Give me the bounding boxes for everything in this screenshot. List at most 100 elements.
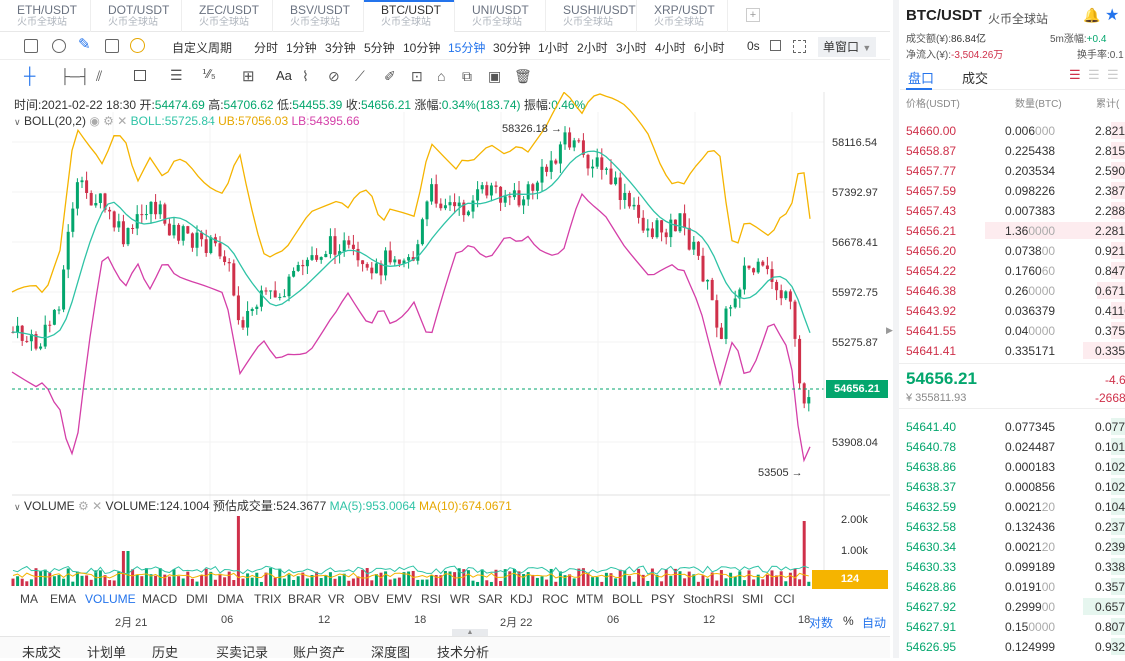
indicator-tab[interactable]: EMA [50,592,77,606]
eraser-icon[interactable]: ✐ [384,68,396,84]
bottom-tab[interactable]: 买卖记录 [216,645,269,660]
indicator-tab[interactable]: MACD [142,592,178,606]
fibonacci-icon[interactable]: ☰ [170,67,183,83]
clock-icon[interactable] [130,38,145,53]
log-scale-toggle[interactable]: 对数 [809,616,834,630]
indicator-tab[interactable]: StochRSI [683,592,734,606]
layout-bids-icon[interactable]: ☰ [1088,67,1100,82]
bottom-tab[interactable]: 历史 [152,645,179,660]
symbol-tab[interactable]: SUSHI/USDT 火币全球站 [546,0,637,32]
collapse-icon[interactable]: ∨ [14,117,21,127]
period-button[interactable]: 分时 [254,41,279,55]
horizontal-line-icon[interactable]: ├─┤ [60,68,90,84]
indicator-tab[interactable]: DMI [186,592,208,606]
book-row[interactable]: 54630.33 0.099189 0.3387 [906,560,1125,576]
book-row[interactable]: 54640.78 0.024487 0.1018 [906,440,1125,456]
collapse-icon[interactable]: ∨ [14,502,21,512]
indicator-tab[interactable]: WR [450,592,470,606]
calendar-icon[interactable] [105,39,119,53]
period-button[interactable]: 15分钟 [448,41,486,55]
indicator-tab[interactable]: MA [20,592,38,606]
period-button[interactable]: 1小时 [538,41,569,55]
indicator-tab[interactable]: TRIX [254,592,282,606]
kline-chart[interactable] [0,92,890,637]
fullscreen-icon[interactable] [793,40,806,53]
symbol-tab[interactable]: ZEC/USDT 火币全球站 [182,0,273,32]
book-row[interactable]: 54632.59 0.002120 0.1049 [906,500,1125,516]
custom-period-button[interactable]: 自定义周期 [172,41,233,55]
bottom-tab[interactable]: 未成交 [22,645,62,660]
pencil-icon[interactable]: ✎ [78,36,91,53]
text-tool[interactable]: Aa [276,68,292,83]
book-row[interactable]: 54643.92 0.036379 0.4116 [906,304,1125,320]
indicator-tab[interactable]: BRAR [288,592,322,606]
magnet-icon[interactable]: ⊘ [328,68,340,84]
indicator-tab[interactable]: VOLUME [85,592,136,606]
window-mode-select[interactable]: 单窗口 ▼ [818,37,876,57]
eye-icon[interactable]: ⌂ [437,68,446,84]
book-row[interactable]: 54632.58 0.132436 0.2374 [906,520,1125,536]
book-row[interactable]: 54638.37 0.000856 0.1028 [906,480,1125,496]
lock-icon[interactable]: ⊡ [411,68,423,84]
book-row[interactable]: 54627.91 0.150000 0.8077 [906,620,1125,636]
bottom-tab[interactable]: 技术分析 [437,645,490,660]
period-button[interactable]: 2小时 [577,41,608,55]
indicator-tab[interactable]: ROC [542,592,569,606]
settings-icon[interactable] [52,39,66,53]
book-row[interactable]: 54654.22 0.176060 0.8476 [906,264,1125,280]
wave-icon[interactable]: ⅟⁄₅ [202,67,216,81]
book-row[interactable]: 54656.20 0.073800 0.9214 [906,244,1125,260]
indicator-tab[interactable]: EMV [386,592,413,606]
window-icon[interactable] [770,40,781,51]
bottom-tab[interactable]: 账户资产 [293,645,346,660]
percent-scale-toggle[interactable]: % [843,614,854,628]
book-row[interactable]: 54656.21 1.360000 2.2814 [906,224,1125,240]
collapse-panel-icon[interactable]: ▶ [886,325,893,335]
symbol-tab[interactable]: BTC/USDT 火币全球站 [364,0,455,32]
bottom-tab[interactable]: 计划单 [87,645,127,660]
indicator-tab[interactable]: SAR [478,592,503,606]
copy-icon[interactable]: ⧉ [462,68,472,84]
book-row[interactable]: 54660.00 0.006000 2.8219 [906,124,1125,140]
bell-icon[interactable]: 🔔 [1083,7,1101,23]
crosshair-icon[interactable]: ┼ [24,68,36,85]
close-icon[interactable]: ✕ [92,499,103,513]
bottom-tab[interactable]: 深度图 [371,645,411,660]
symbol-tab[interactable]: DOT/USDT 火币全球站 [91,0,182,32]
indicator-tab[interactable]: MTM [576,592,604,606]
auto-scale-toggle[interactable]: 自动 [862,616,887,630]
book-row[interactable]: 54638.86 0.000183 0.1020 [906,460,1125,476]
chart-type-icon[interactable] [24,39,38,53]
rectangle-icon[interactable] [134,70,146,81]
indicator-tab[interactable]: BOLL [612,592,643,606]
close-icon[interactable]: ✕ [117,114,128,128]
parallel-line-icon[interactable]: ⫽ [96,68,103,84]
indicator-tab[interactable]: PSY [651,592,676,606]
symbol-tab[interactable]: BSV/USDT 火币全球站 [273,0,364,32]
add-tab-button[interactable]: + [746,8,760,22]
period-button[interactable]: 30分钟 [493,41,531,55]
period-button[interactable]: 3小时 [616,41,647,55]
book-row[interactable]: 54657.43 0.007383 2.2887 [906,204,1125,220]
indicator-tab[interactable]: RSI [421,592,442,606]
indicator-tab[interactable]: KDJ [510,592,533,606]
period-button[interactable]: 1分钟 [286,41,317,55]
book-row[interactable]: 54641.40 0.077345 0.0773 [906,420,1125,436]
book-row[interactable]: 54626.95 0.124999 0.9327 [906,640,1125,656]
tab-orderbook[interactable]: 盘口 [908,71,935,86]
book-row[interactable]: 54658.87 0.225438 2.8159 [906,144,1125,160]
indicator-tab[interactable]: DMA [217,592,244,606]
image-icon[interactable]: ▣ [488,68,502,84]
tab-trades[interactable]: 成交 [962,71,989,86]
book-row[interactable]: 54628.86 0.019100 0.3578 [906,580,1125,596]
symbol-tab[interactable]: XRP/USDT 火币全球站 [637,0,728,32]
indicator-tab[interactable]: VR [328,592,345,606]
grid-icon[interactable]: ⊞ [242,68,255,85]
expand-handle[interactable]: ▲ [452,629,488,637]
book-row[interactable]: 54641.41 0.335171 0.3351 [906,344,1125,360]
layout-asks-icon[interactable]: ☰ [1107,67,1119,82]
book-row[interactable]: 54627.92 0.299900 0.6577 [906,600,1125,616]
indicator-tab[interactable]: OBV [354,592,380,606]
